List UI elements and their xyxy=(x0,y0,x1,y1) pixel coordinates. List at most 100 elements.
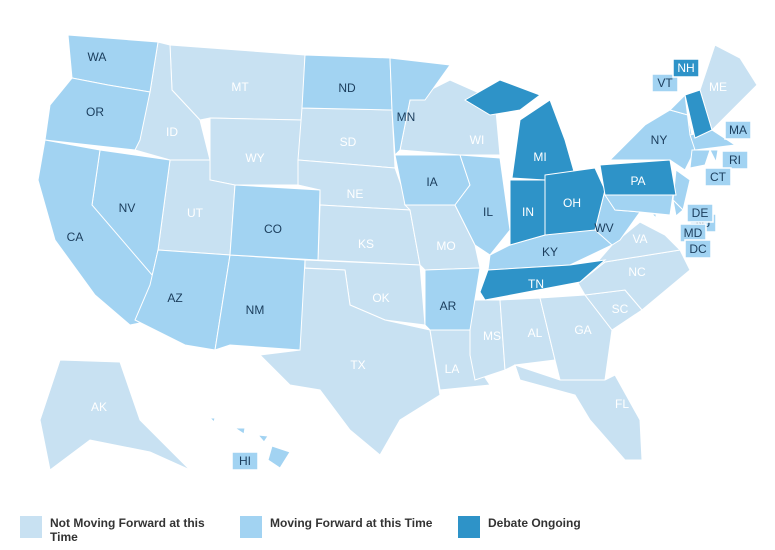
state-shape xyxy=(317,204,421,266)
legend-label: Moving Forward at this Time xyxy=(270,516,433,530)
state-label: IL xyxy=(483,205,493,219)
legend-swatch xyxy=(20,516,42,538)
state xyxy=(608,109,696,171)
state xyxy=(650,213,657,220)
state xyxy=(514,364,643,461)
state-label: MS xyxy=(483,329,501,343)
state xyxy=(229,184,321,261)
state-label-box xyxy=(704,167,732,187)
state-label-box xyxy=(231,451,259,471)
state-label-box xyxy=(721,150,749,170)
state xyxy=(317,204,421,266)
state-label: AK xyxy=(91,400,107,414)
state-label: MD xyxy=(684,226,703,240)
state-shape xyxy=(454,154,511,256)
state xyxy=(684,89,713,139)
state-shape xyxy=(208,417,216,423)
state-label: NM xyxy=(246,303,265,317)
state-label: OR xyxy=(86,105,104,119)
state-label: OK xyxy=(372,291,389,305)
state-label: NH xyxy=(677,61,694,75)
state-shape xyxy=(464,79,542,116)
state xyxy=(672,198,684,217)
state-label: NV xyxy=(119,201,136,215)
state-label-box xyxy=(686,203,714,223)
state-label: WY xyxy=(245,151,264,165)
legend-label: Not Moving Forward at this Time xyxy=(50,516,205,544)
state-shape xyxy=(511,99,576,181)
state xyxy=(214,254,306,351)
state xyxy=(454,154,511,256)
state-label: WI xyxy=(470,133,485,147)
state-shape xyxy=(39,359,191,471)
state-shape xyxy=(479,259,607,301)
state-shape xyxy=(672,198,684,217)
map: MT ID WY UT SD NE KS OK TX MO LA WI MS AL GA FL SC NC VA ME… xyxy=(37,34,758,471)
state-shape xyxy=(499,297,556,371)
state xyxy=(709,149,719,164)
state-shape xyxy=(469,299,506,381)
state xyxy=(389,57,451,157)
state-label: ID xyxy=(166,125,178,139)
state-label: AZ xyxy=(167,291,182,305)
state-label: MN xyxy=(397,110,416,124)
state-label: KY xyxy=(542,245,558,259)
state xyxy=(39,359,191,471)
state-shape xyxy=(389,57,451,157)
state-label: MT xyxy=(231,80,249,94)
legend-item: Debate Ongoing xyxy=(458,516,658,538)
state-label: VA xyxy=(632,232,647,246)
state-label: IN xyxy=(522,205,534,219)
state-label: NY xyxy=(651,133,668,147)
state-label: AR xyxy=(440,299,457,313)
state-label: MI xyxy=(533,150,546,164)
state-shape xyxy=(689,149,711,169)
state-label: HI xyxy=(239,454,251,468)
state-label: SC xyxy=(612,302,629,316)
state-label-box xyxy=(672,58,700,78)
state-label: PA xyxy=(630,174,645,188)
state-label: CT xyxy=(710,170,727,184)
state-shape xyxy=(229,184,321,261)
state-shape xyxy=(258,267,441,456)
state-label: KS xyxy=(358,237,374,251)
state-shape xyxy=(544,167,606,236)
state-label: VT xyxy=(657,76,673,90)
state-label: CO xyxy=(264,222,282,236)
state-shape xyxy=(514,364,643,461)
state-shape xyxy=(608,109,696,171)
state-shape xyxy=(256,434,269,443)
state-label: IA xyxy=(426,175,437,189)
state xyxy=(499,297,556,371)
state-label: AL xyxy=(528,326,543,340)
legend-item: Not Moving Forward at this Time xyxy=(20,516,220,544)
state-label: OH xyxy=(563,196,581,210)
state-label-box xyxy=(724,120,752,140)
legend-swatch xyxy=(240,516,262,538)
state xyxy=(464,79,576,181)
state-label: SD xyxy=(340,135,357,149)
state-label: MA xyxy=(729,123,747,137)
state xyxy=(479,259,607,301)
state-shape xyxy=(233,427,246,435)
state xyxy=(44,77,151,151)
state xyxy=(258,267,441,456)
state-shape xyxy=(44,77,151,151)
state-shape xyxy=(214,254,306,351)
state-label: MO xyxy=(436,239,455,253)
legend: Not Moving Forward at this Time Moving Fo… xyxy=(0,512,775,550)
state xyxy=(599,159,677,196)
state-label: ND xyxy=(338,81,356,95)
state-label: LA xyxy=(445,362,460,376)
state-shape xyxy=(650,213,657,220)
state-shape xyxy=(599,159,677,196)
state xyxy=(469,299,506,381)
state-label: RI xyxy=(729,153,741,167)
state-label: CA xyxy=(67,230,84,244)
state-label: UT xyxy=(187,206,204,220)
state-shape xyxy=(424,267,481,331)
state-label: DE xyxy=(692,206,709,220)
state-label: FL xyxy=(615,397,629,411)
legend-swatch xyxy=(458,516,480,538)
